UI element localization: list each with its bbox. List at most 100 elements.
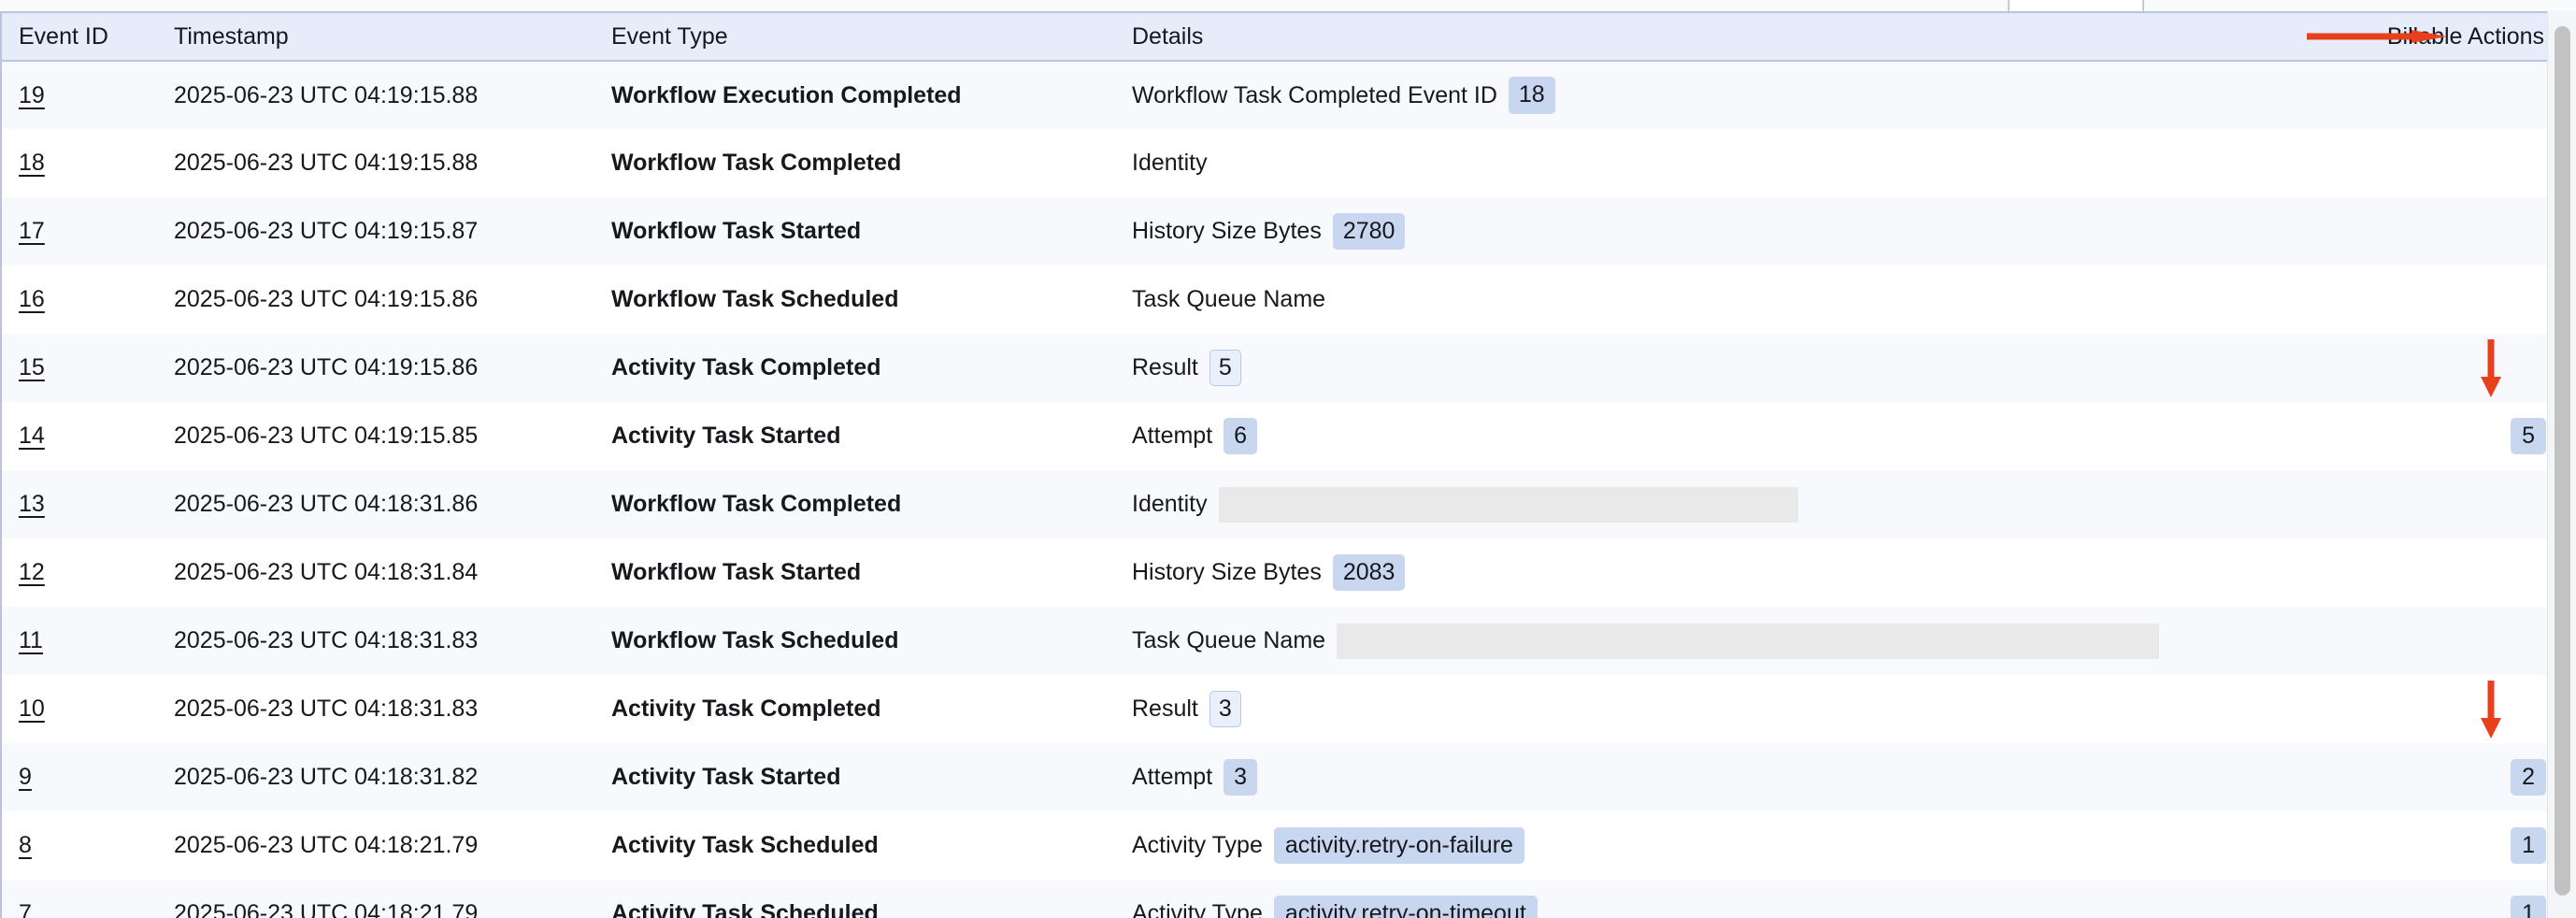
cell-event-id: 13 xyxy=(2,470,161,538)
table-row[interactable]: 10 2025-06-23 UTC 04:18:31.83 Activity Tas… xyxy=(2,675,2559,743)
cell-billable-actions xyxy=(2325,61,2559,129)
event-id-link[interactable]: 18 xyxy=(19,150,45,176)
cell-event-id: 10 xyxy=(2,675,161,743)
detail-value-badge[interactable]: 18 xyxy=(1508,77,1555,114)
event-id-link[interactable]: 19 xyxy=(19,81,45,108)
cell-details: Identity xyxy=(1119,129,2325,197)
event-id-link[interactable]: 13 xyxy=(19,491,45,517)
cell-event-type: Workflow Task Scheduled xyxy=(611,286,899,312)
column-header-event-type[interactable]: Event Type xyxy=(600,13,1119,62)
cell-details: Result 3 xyxy=(1119,675,2325,743)
event-id-link[interactable]: 12 xyxy=(19,559,45,585)
detail-label: Workflow Task Completed Event ID xyxy=(1132,81,1497,108)
column-header-event-id[interactable]: Event ID xyxy=(2,13,161,62)
detail-label: Task Queue Name xyxy=(1132,286,1326,312)
cell-details: Activity Type activity.retry-on-failure xyxy=(1119,811,2325,880)
column-header-billable-actions[interactable]: Billable Actions xyxy=(2307,13,2559,62)
header-row: Event ID Timestamp Event Type Details Bi… xyxy=(2,13,2559,62)
detail-label: Identity xyxy=(1132,150,1208,176)
cell-billable-actions xyxy=(2325,334,2559,402)
detail-label: Attempt xyxy=(1132,764,1213,790)
detail-value-badge[interactable]: 2083 xyxy=(1332,553,1406,592)
cell-event-type: Activity Task Completed xyxy=(611,696,881,722)
cell-billable-actions xyxy=(2325,607,2559,675)
cell-event-type: Workflow Task Started xyxy=(611,218,862,244)
event-id-link[interactable]: 10 xyxy=(19,696,45,722)
billable-actions-badge[interactable]: 1 xyxy=(2511,826,2546,865)
cell-details: Result 5 xyxy=(1119,334,2325,402)
cell-timestamp: 2025-06-23 UTC 04:18:31.82 xyxy=(174,764,479,790)
detail-label: Result xyxy=(1132,354,1198,380)
vertical-scrollbar-thumb[interactable] xyxy=(2555,26,2570,896)
cell-billable-actions: 2 xyxy=(2325,743,2559,811)
table-row[interactable]: 8 2025-06-23 UTC 04:18:21.79 Activity Task… xyxy=(2,811,2559,880)
cell-event-type: Activity Task Scheduled xyxy=(611,900,879,918)
cell-details: Task Queue Name xyxy=(1119,265,2325,334)
event-id-link[interactable]: 7 xyxy=(19,900,32,918)
cell-timestamp: 2025-06-23 UTC 04:18:31.83 xyxy=(174,696,479,722)
detail-row: Activity Type activity.retry-on-timeout xyxy=(1132,895,2325,918)
table-row[interactable]: 19 2025-06-23 UTC 04:19:15.88 Workflow Exe… xyxy=(2,61,2559,129)
column-header-billable-actions-label: Billable Actions xyxy=(2386,22,2544,50)
cell-event-type: Activity Task Completed xyxy=(611,354,881,380)
event-id-link[interactable]: 15 xyxy=(19,354,45,380)
cell-event-id: 17 xyxy=(2,197,161,265)
cell-event-id: 8 xyxy=(2,811,161,880)
detail-row: Task Queue Name xyxy=(1132,286,2325,313)
table-row[interactable]: 9 2025-06-23 UTC 04:18:31.82 Activity Task… xyxy=(2,743,2559,811)
table-row[interactable]: 11 2025-06-23 UTC 04:18:31.83 Workflow Tas… xyxy=(2,607,2559,675)
cell-billable-actions xyxy=(2325,129,2559,197)
table-row[interactable]: 17 2025-06-23 UTC 04:19:15.87 Workflow Tas… xyxy=(2,197,2559,265)
billable-actions-badge[interactable]: 2 xyxy=(2511,758,2546,796)
cell-details: History Size Bytes 2780 xyxy=(1119,197,2325,265)
cell-event-id: 12 xyxy=(2,538,161,607)
detail-value-redacted-bar xyxy=(1218,486,1798,523)
event-id-link[interactable]: 8 xyxy=(19,832,32,858)
detail-label: Activity Type xyxy=(1132,832,1263,858)
vertical-scrollbar-track[interactable] xyxy=(2547,11,2576,918)
table-row[interactable]: 13 2025-06-23 UTC 04:18:31.86 Workflow Tas… xyxy=(2,470,2559,538)
cell-event-type: Workflow Execution Completed xyxy=(611,81,962,108)
cell-billable-actions xyxy=(2325,265,2559,334)
cell-event-type: Workflow Task Completed xyxy=(611,150,902,176)
cell-event-type: Workflow Task Scheduled xyxy=(611,627,899,653)
cell-timestamp: 2025-06-23 UTC 04:18:21.79 xyxy=(174,900,479,918)
table-row[interactable]: 15 2025-06-23 UTC 04:19:15.86 Activity Tas… xyxy=(2,334,2559,402)
detail-row: Result 3 xyxy=(1132,690,2325,728)
column-header-timestamp[interactable]: Timestamp xyxy=(161,13,600,62)
billable-actions-badge[interactable]: 5 xyxy=(2511,417,2546,455)
table-row[interactable]: 16 2025-06-23 UTC 04:19:15.86 Workflow Tas… xyxy=(2,265,2559,334)
detail-value-badge[interactable]: 3 xyxy=(1224,758,1258,796)
cell-billable-actions xyxy=(2325,538,2559,607)
table-row[interactable]: 14 2025-06-23 UTC 04:19:15.85 Activity Tas… xyxy=(2,402,2559,470)
event-id-link[interactable]: 14 xyxy=(19,423,45,449)
column-header-details[interactable]: Details xyxy=(1119,13,2325,62)
event-id-link[interactable]: 16 xyxy=(19,286,45,312)
billable-actions-badge[interactable]: 1 xyxy=(2511,895,2546,918)
event-id-link[interactable]: 9 xyxy=(19,764,32,790)
cell-details: Identity xyxy=(1119,470,2325,538)
table-row[interactable]: 12 2025-06-23 UTC 04:18:31.84 Workflow Tas… xyxy=(2,538,2559,607)
event-id-link[interactable]: 17 xyxy=(19,218,45,244)
detail-value-badge[interactable]: 2780 xyxy=(1332,212,1406,251)
detail-value-badge[interactable]: 3 xyxy=(1209,690,1241,728)
cell-event-type: Workflow Task Completed xyxy=(611,491,902,517)
detail-value-badge[interactable]: 5 xyxy=(1209,349,1241,387)
detail-value-badge[interactable]: 6 xyxy=(1224,417,1258,455)
cell-billable-actions: 1 xyxy=(2325,811,2559,880)
event-id-link[interactable]: 11 xyxy=(19,627,43,653)
cell-timestamp: 2025-06-23 UTC 04:18:31.86 xyxy=(174,491,479,517)
table-row[interactable]: 7 2025-06-23 UTC 04:18:21.79 Activity Task… xyxy=(2,880,2559,918)
event-history-table-container: Event ID Timestamp Event Type Details Bi… xyxy=(0,11,2576,918)
cell-event-id: 7 xyxy=(2,880,161,918)
detail-row: Result 5 xyxy=(1132,349,2325,387)
detail-value-badge[interactable]: activity.retry-on-failure xyxy=(1273,826,1524,865)
detail-value-badge[interactable]: activity.retry-on-timeout xyxy=(1273,895,1538,918)
cell-billable-actions xyxy=(2325,197,2559,265)
cell-billable-actions xyxy=(2325,470,2559,538)
table-body: 19 2025-06-23 UTC 04:19:15.88 Workflow Exe… xyxy=(2,61,2559,918)
cell-details: Workflow Task Completed Event ID 18 xyxy=(1119,61,2325,129)
cell-event-type: Activity Task Scheduled xyxy=(611,832,879,858)
table-row[interactable]: 18 2025-06-23 UTC 04:19:15.88 Workflow Tas… xyxy=(2,129,2559,197)
